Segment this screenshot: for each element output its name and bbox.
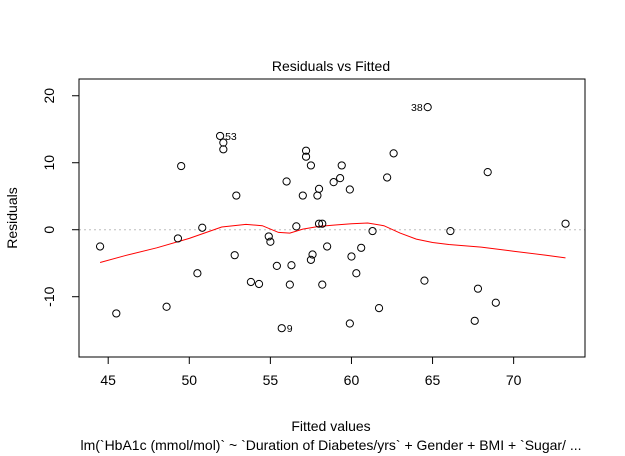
residual-point <box>254 279 264 289</box>
x-tick-label: 50 <box>181 372 197 388</box>
x-tick-label: 60 <box>344 372 360 388</box>
residual-point <box>318 280 327 289</box>
residual-point <box>420 276 429 285</box>
residual-point <box>306 255 316 264</box>
residual-point <box>308 250 317 259</box>
y-tick-label: 20 <box>41 88 57 104</box>
residual-point <box>323 242 332 251</box>
residual-point <box>314 184 324 193</box>
residual-point <box>345 319 354 328</box>
residual-point <box>215 131 225 141</box>
residual-point <box>491 298 500 307</box>
chart-title: Residuals vs Fitted <box>272 58 390 74</box>
residual-point <box>277 324 286 333</box>
smooth-trend-line <box>99 222 566 263</box>
x-axis-title: Fitted values <box>291 418 370 434</box>
residual-point <box>347 252 356 261</box>
residual-point <box>162 302 171 311</box>
subtitle: lm(`HbA1c (mmol/mol)` ~ `Duration of Dia… <box>80 437 581 453</box>
residual-point <box>345 185 354 194</box>
residual-point <box>318 219 327 228</box>
residual-points <box>95 103 570 333</box>
residual-point <box>383 173 392 182</box>
residual-point <box>95 242 105 251</box>
residual-point <box>112 309 121 318</box>
residual-point <box>298 191 307 200</box>
residual-point <box>232 191 241 200</box>
residual-point <box>282 177 291 186</box>
y-tick-label: -10 <box>41 286 57 306</box>
residual-point <box>287 261 296 270</box>
residual-point <box>446 226 455 236</box>
residual-point <box>173 234 183 243</box>
y-tick-label: 0 <box>41 226 57 234</box>
residual-point <box>314 219 324 228</box>
residual-point <box>246 277 256 287</box>
x-tick-label: 55 <box>263 372 279 388</box>
point-labels: 53 38 9 <box>225 102 423 335</box>
residual-point <box>301 146 311 155</box>
residual-point <box>272 261 281 270</box>
residual-point <box>357 243 366 252</box>
residual-point <box>389 149 398 158</box>
residual-point <box>329 178 338 187</box>
residual-point <box>561 219 570 228</box>
residual-point <box>285 280 294 289</box>
residual-point <box>352 269 361 278</box>
x-tick-label: 70 <box>506 372 522 388</box>
residual-point <box>301 152 311 161</box>
residual-point <box>219 138 228 147</box>
outlier-label: 9 <box>287 323 293 335</box>
plot-frame <box>78 78 586 358</box>
x-tick-label: 45 <box>100 372 116 388</box>
residual-point <box>306 161 316 170</box>
residual-point <box>219 145 228 154</box>
residual-point <box>266 237 275 246</box>
residual-point <box>483 168 492 177</box>
residual-point <box>336 174 345 183</box>
residual-point <box>193 269 202 278</box>
residual-point <box>337 161 346 170</box>
residual-point <box>473 284 483 293</box>
residual-point <box>177 161 186 171</box>
y-axis-title: Residuals <box>4 187 20 248</box>
residual-point <box>198 223 207 232</box>
residual-point <box>230 251 239 260</box>
residual-point <box>470 316 479 325</box>
outlier-label: 53 <box>225 131 237 143</box>
residual-point <box>423 103 432 112</box>
residual-point <box>374 303 384 313</box>
y-tick-label: 10 <box>41 155 57 171</box>
residual-point <box>368 226 377 236</box>
residual-point <box>264 232 273 241</box>
x-tick-label: 65 <box>425 372 441 388</box>
residual-point <box>292 222 301 231</box>
outlier-label: 38 <box>411 102 423 114</box>
